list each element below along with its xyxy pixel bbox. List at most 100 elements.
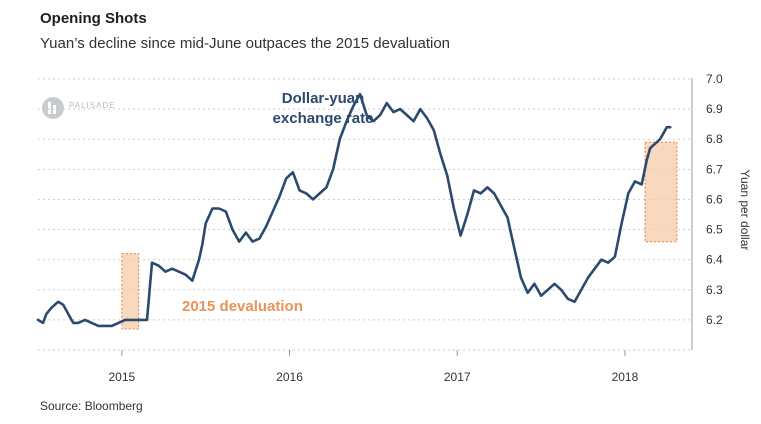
data-point [238,240,240,242]
data-point [399,108,401,110]
data-point [649,147,651,149]
data-point [646,159,648,161]
data-point [319,192,321,194]
data-point [184,274,186,276]
data-point [634,180,636,182]
data-point [97,325,99,327]
data-point [278,195,280,197]
data-point [486,186,488,188]
data-point [453,207,455,209]
data-point [662,132,664,134]
data-point [614,255,616,257]
series-annotation: Dollar-yuan [282,90,365,107]
data-point [540,295,542,297]
data-point [231,228,233,230]
data-point [446,174,448,176]
data-point [218,207,220,209]
data-point [37,319,39,321]
logo-text: PALISADE [69,100,116,110]
data-point [225,210,227,212]
data-point [146,319,148,321]
data-point [412,120,414,122]
data-point [57,301,59,303]
y-tick-label: 6.9 [706,102,723,116]
y-axis-label: Yuan per dollar [738,170,752,251]
series-annotation: exchange rate [273,110,374,127]
data-point [45,313,47,315]
data-point [439,153,441,155]
data-point [305,192,307,194]
data-point [533,283,535,285]
data-point [77,322,79,324]
data-point [500,204,502,206]
data-point [580,289,582,291]
data-point [553,283,555,285]
data-point [473,189,475,191]
data-point [392,111,394,113]
data-point [669,126,671,128]
data-point [493,192,495,194]
data-point [158,264,160,266]
data-point [573,301,575,303]
data-point [426,117,428,119]
data-point [567,298,569,300]
data-point [272,210,274,212]
data-point [339,138,341,140]
recent-decline-highlight [644,141,678,243]
data-point [62,304,64,306]
data-point [466,213,468,215]
devaluation-annotation: 2015 devaluation [182,298,303,315]
data-point [211,207,213,209]
data-point [332,168,334,170]
data-point [547,289,549,291]
data-point [42,322,44,324]
data-point [640,183,642,185]
data-point [480,192,482,194]
data-point [117,322,119,324]
data-point [587,277,589,279]
chart-subtitle: Yuan’s decline since mid-June outpaces t… [40,35,451,52]
data-point [325,186,327,188]
y-tick-label: 6.7 [706,162,723,176]
data-point [151,261,153,263]
data-point [666,126,668,128]
data-point [285,177,287,179]
series-line-dollar-yuan [36,92,672,328]
data-point [292,171,294,173]
data-point [560,289,562,291]
data-point [72,322,74,324]
data-point [506,216,508,218]
data-point [386,102,388,104]
data-point [90,322,92,324]
data-point [137,319,139,321]
data-point [627,192,629,194]
data-point [245,231,247,233]
data-point [251,240,253,242]
x-tick-label: 2015 [108,370,135,384]
data-point [141,319,143,321]
data-point [520,277,522,279]
chart-title: Opening Shots [40,10,147,27]
devaluation-2015-highlight [121,253,140,330]
data-point [178,271,180,273]
data-point [620,222,622,224]
data-point [67,313,69,315]
source-note: Source: Bloomberg [40,399,143,413]
data-point [298,189,300,191]
y-tick-label: 6.8 [706,132,723,146]
data-point [659,138,661,140]
data-point [526,292,528,294]
data-point [433,129,435,131]
data-point [198,258,200,260]
y-tick-label: 6.3 [706,283,723,297]
data-point [104,325,106,327]
data-point [164,271,166,273]
y-tick-label: 6.4 [706,253,723,267]
x-tick-label: 2016 [276,370,303,384]
data-point [201,243,203,245]
data-point [258,237,260,239]
data-point [191,280,193,282]
data-point [419,108,421,110]
data-point [600,258,602,260]
